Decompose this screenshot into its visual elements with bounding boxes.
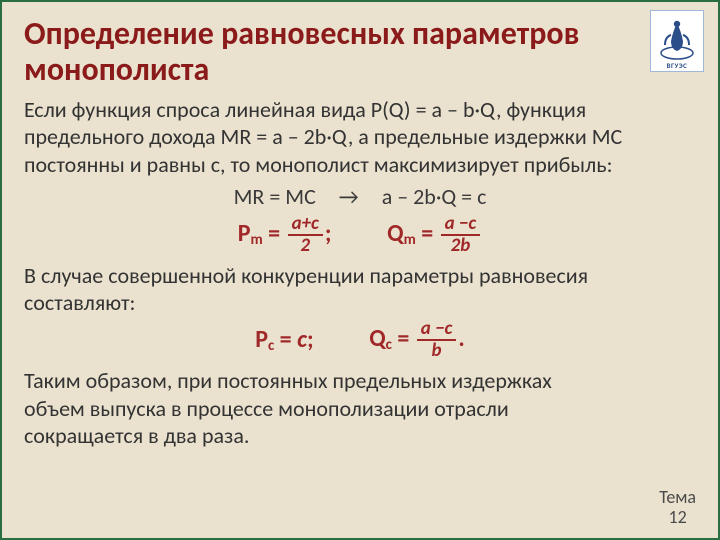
formula-qm-eq: = — [416, 219, 439, 248]
formula-pm-var: P — [238, 219, 251, 248]
paragraph-2: В случае совершенной конкуренции парамет… — [24, 262, 696, 317]
competition-formulas: Pc = c; Qc = a −cb. — [24, 319, 696, 361]
slide-title: Определение равновесных параметров моноп… — [24, 16, 636, 88]
formula-qc-den: b — [417, 341, 457, 361]
formula-pm-sub: m — [251, 231, 263, 249]
formula-qc-suffix: . — [458, 324, 464, 353]
logo-figure-icon — [657, 17, 697, 61]
formula-qm-var: Q — [387, 219, 403, 248]
formula-pm-den: 2 — [288, 236, 323, 256]
formula-qc-frac: a −cb — [417, 319, 457, 361]
footer: Тема 12 — [659, 488, 696, 528]
formula-qc-var: Q — [369, 324, 385, 353]
formula-pm-frac: a+c2 — [288, 214, 323, 256]
formula-qm-sub: m — [404, 231, 416, 249]
formula-qc-eq: = — [392, 324, 415, 353]
condition-right: a – 2b·Q = c — [382, 183, 487, 210]
monopoly-formulas: Pm = a+c2; Qm = a −c2b — [24, 214, 696, 256]
footer-line2: 12 — [659, 508, 696, 528]
logo-caption: ВГУЭС — [667, 61, 688, 70]
formula-qc: Qc = a −cb. — [369, 319, 465, 361]
formula-qm-frac: a −c2b — [441, 214, 481, 256]
formula-pc-value: c — [297, 325, 307, 354]
formula-pc-var: P — [255, 325, 268, 354]
formula-pm: Pm = a+c2; — [238, 214, 332, 256]
formula-pc-suffix: ; — [307, 325, 314, 354]
formula-pm-eq: = — [263, 219, 286, 248]
formula-qm-num: a −c — [441, 214, 481, 236]
slide: ВГУЭС Определение равновесных параметров… — [0, 0, 720, 540]
formula-pm-suffix: ; — [325, 219, 332, 248]
formula-qc-num: a −c — [417, 319, 457, 341]
formula-pc-eq: = — [274, 325, 297, 354]
university-logo: ВГУЭС — [650, 10, 704, 72]
paragraph-1: Если функция спроса линейная вида P(Q) =… — [24, 96, 696, 179]
paragraph-3: Таким образом, при постоянных предельных… — [24, 367, 696, 450]
formula-pm-num: a+c — [288, 214, 323, 236]
formula-pc: Pc = c; — [255, 325, 313, 355]
equilibrium-condition: MR = MC → a – 2b·Q = c — [24, 183, 696, 210]
formula-qm-den: 2b — [441, 236, 481, 256]
arrow-icon: → — [339, 183, 359, 210]
condition-left: MR = MC — [234, 183, 316, 210]
formula-qm: Qm = a −c2b — [387, 214, 482, 256]
